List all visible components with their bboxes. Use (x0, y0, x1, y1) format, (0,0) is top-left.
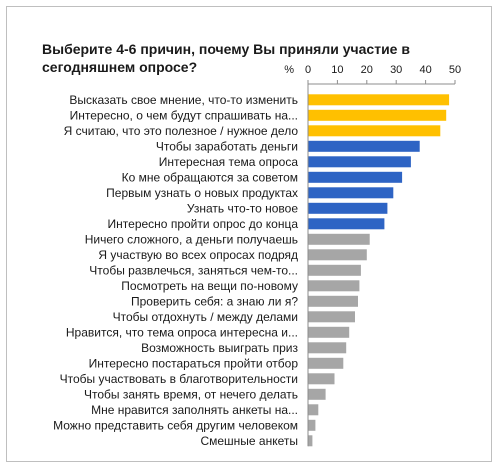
category-label: Смешные анкеты (200, 434, 298, 448)
category-label: Чтобы развлечься, заняться чем-то... (89, 263, 298, 277)
x-tick-label: 30 (390, 64, 402, 76)
bar (308, 125, 441, 137)
x-tick-label: 10 (331, 64, 343, 76)
category-label: Нравится, что тема опроса интересна и... (66, 325, 298, 339)
category-label: Я участвую во всех опросах подряд (98, 248, 298, 262)
category-label: Первым узнать о новых продуктах (106, 186, 298, 200)
category-label: Возможность выиграть приз (141, 341, 298, 355)
bar (308, 419, 316, 431)
axis-unit-label: % (284, 64, 294, 76)
bar (308, 171, 403, 183)
bar (308, 202, 388, 214)
chart-frame (6, 6, 492, 462)
bar (308, 94, 450, 106)
category-label: Узнать что-то новое (187, 201, 298, 215)
bar (308, 357, 344, 369)
bar (308, 233, 370, 245)
category-label: Интересно, о чем будут спрашивать на... (70, 108, 298, 122)
bar (308, 388, 326, 400)
chart-title: Выберите 4-6 причин, почему Вы приняли у… (42, 41, 410, 75)
category-label: Я считаю, что это полезное / нужное дело (64, 124, 299, 138)
bar (308, 342, 347, 354)
bar (308, 109, 447, 121)
bar (308, 435, 313, 447)
bar (308, 249, 367, 261)
bar (308, 311, 355, 323)
category-label: Интересная тема опроса (159, 155, 299, 169)
category-label: Ничего сложного, а деньги получаешь (85, 232, 298, 246)
category-label: Интересно пройти опрос до конца (108, 217, 299, 231)
bar (308, 156, 411, 168)
category-label: Ко мне обращаются за советом (122, 170, 298, 184)
category-label: Чтобы отдохнуть / между делами (113, 310, 298, 324)
bar (308, 404, 319, 416)
category-label: Мне нравится заполнять анкеты на... (91, 403, 298, 417)
bar (308, 326, 350, 338)
category-label: Чтобы заработать деньги (156, 139, 298, 153)
bar (308, 295, 358, 307)
bar (308, 264, 361, 276)
bar (308, 280, 360, 292)
bar (308, 140, 420, 152)
category-label: Проверить себя: а знаю ли я? (131, 294, 298, 308)
x-tick-label: 50 (449, 64, 461, 76)
category-label: Можно представить себя другим человеком (53, 418, 298, 432)
category-label: Чтобы занять время, от нечего делать (84, 387, 298, 401)
x-tick-label: 0 (305, 64, 311, 76)
category-label: Интересно постараться пройти отбор (89, 356, 299, 370)
bar (308, 218, 385, 230)
category-label: Высказать свое мнение, что-то изменить (69, 93, 298, 107)
x-tick-label: 20 (361, 64, 373, 76)
category-label: Посмотреть на вещи по-новому (121, 279, 298, 293)
x-tick-label: 40 (419, 64, 431, 76)
bar (308, 187, 394, 199)
bar (308, 373, 335, 385)
category-label: Чтобы участвовать в благотворительности (60, 372, 298, 386)
